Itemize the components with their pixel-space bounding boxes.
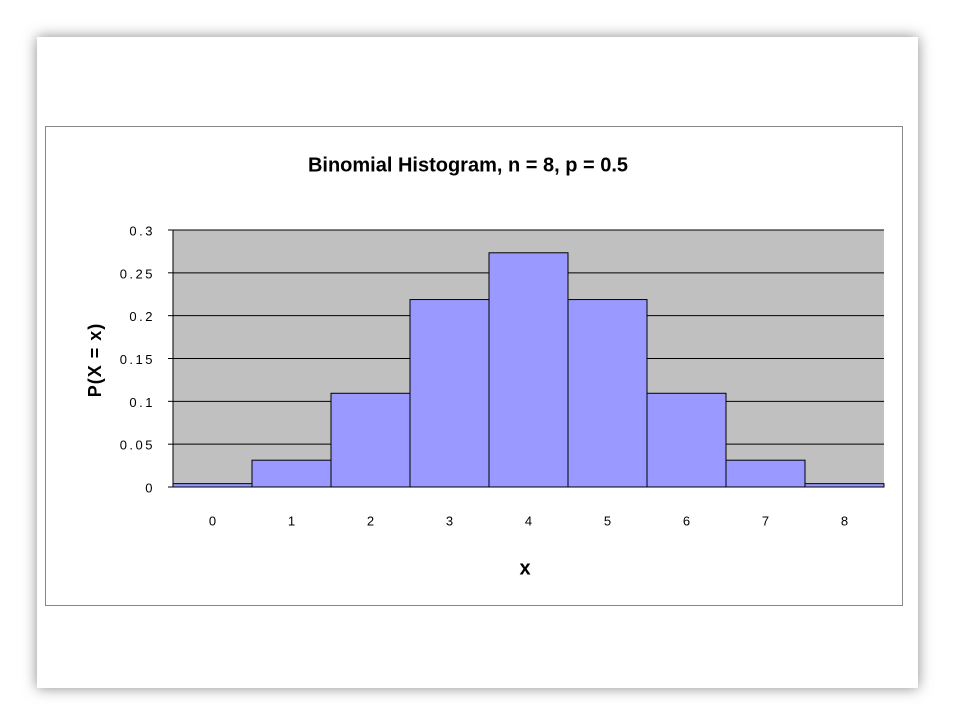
x-tick-label: 8 — [841, 513, 848, 528]
y-axis-title: P(X = x) — [85, 323, 105, 398]
y-tick-label: 0.25 — [120, 266, 155, 281]
y-tick-label: 0 — [145, 480, 155, 495]
x-axis-title: x — [519, 557, 530, 579]
y-tick-label: 0.2 — [129, 309, 155, 324]
x-tick-label: 1 — [288, 513, 295, 528]
bar — [330, 392, 411, 488]
bar — [725, 459, 806, 488]
bar — [567, 299, 648, 488]
bar — [251, 459, 332, 488]
x-tick-label: 0 — [209, 513, 216, 528]
bar — [172, 483, 253, 488]
y-tick-label: 0.05 — [120, 438, 155, 453]
bar — [409, 299, 490, 488]
x-tick-label: 7 — [762, 513, 769, 528]
x-tick-label: 5 — [604, 513, 611, 528]
x-tick-label: 4 — [525, 513, 532, 528]
y-tick-label: 0.3 — [129, 223, 155, 238]
y-tick-label: 0.15 — [120, 352, 155, 367]
bar — [646, 392, 727, 488]
bar — [488, 252, 569, 488]
y-tick-label: 0.1 — [129, 395, 155, 410]
x-tick-label: 2 — [367, 513, 374, 528]
bar — [804, 483, 885, 488]
x-tick-label: 6 — [683, 513, 690, 528]
x-tick-label: 3 — [446, 513, 453, 528]
chart-title: Binomial Histogram, n = 8, p = 0.5 — [308, 154, 628, 176]
